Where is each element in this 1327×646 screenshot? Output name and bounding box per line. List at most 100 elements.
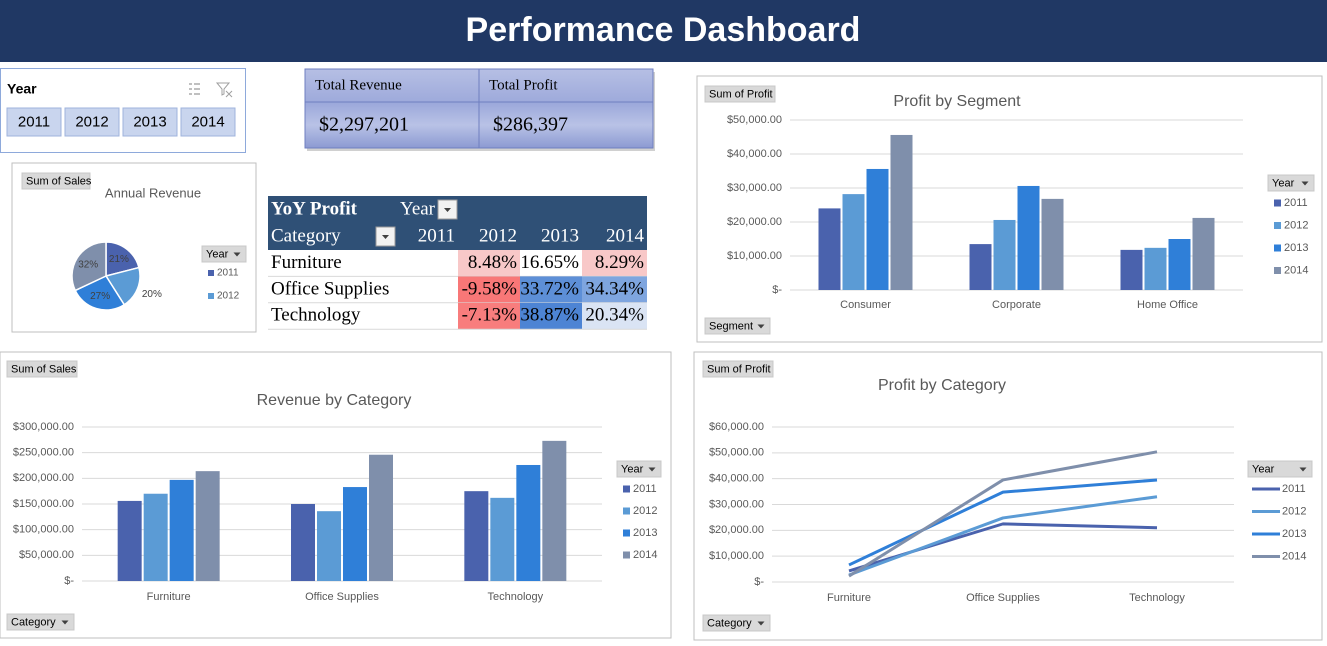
table-cell: 33.72% [520,278,579,299]
bar [143,493,168,581]
kpi-value: $286,397 [493,114,568,136]
legend-label: 2011 [633,483,657,495]
legend-swatch [1274,267,1281,274]
y-tick-label: $10,000.00 [727,250,782,262]
kpi-header-cell [478,68,654,103]
kpi-header-cell [304,68,480,103]
field-button[interactable] [704,85,776,103]
legend-label: 2011 [1282,483,1306,495]
dropdown-arrow [1299,467,1307,472]
bar [169,479,194,581]
table-cell-fill [582,302,647,330]
bar [369,454,393,581]
legend-label: 2013 [1282,528,1306,540]
x-tick-label: Technology [488,591,544,603]
y-tick-label: $- [754,576,764,588]
pie-slice [104,266,141,306]
slicer-item-label: 2014 [191,113,224,130]
slicer-item[interactable] [180,107,236,137]
line [848,495,1158,577]
y-tick-label: $50,000.00 [709,447,764,459]
slicer-item[interactable] [122,107,178,137]
y-tick-label: $250,000.00 [13,447,74,459]
data-label: 21% [109,254,129,265]
slicer-item-label: 2011 [18,113,50,130]
legend-swatch [623,507,630,515]
multi-select-icon[interactable] [189,83,200,95]
chart-title: Revenue by Category [257,392,412,409]
clear-filter-icon[interactable] [215,82,233,98]
field-button[interactable] [21,172,91,190]
legend-label: 2013 [633,527,657,539]
field-button[interactable] [702,360,774,378]
kpi-label: Total Revenue [315,77,402,93]
x-tick-label: Corporate [992,299,1041,311]
x-tick-label: Office Supplies [305,591,379,603]
field-button-label: Segment [709,320,753,332]
data-label: 32% [78,259,98,270]
field-button[interactable] [616,460,662,478]
x-tick-label: Technology [1129,592,1185,604]
slicer-item-label: 2013 [133,113,166,130]
legend-label: 2014 [217,337,240,348]
table-cell-fill [458,250,520,277]
bar [317,511,341,581]
dropdown-arrow [233,252,241,257]
pie-slice [74,275,126,311]
x-tick-label: Office Supplies [966,592,1040,604]
table-cell-fill [520,276,582,303]
bar [1192,217,1215,290]
field-button-label: Year [206,248,229,260]
field-button-label: Sum of Sales [11,363,77,375]
y-tick-label: $30,000.00 [727,182,782,194]
field-button-label: Year [1252,463,1275,475]
slicer-item[interactable] [64,107,120,137]
field-button[interactable] [704,317,771,335]
y-tick-label: $- [64,575,74,587]
bar [343,487,367,581]
x-tick-label: Home Office [1137,299,1198,311]
table-cell: -9.58% [462,278,518,299]
table-cell: 8.48% [468,252,517,273]
panel [693,351,1323,641]
legend-label: 2014 [1282,550,1306,562]
kpi-value-cell [304,101,480,149]
field-button[interactable] [1267,174,1315,192]
column-header: 2012 [479,225,517,246]
y-tick-label: $30,000.00 [709,498,764,510]
row-label: Technology [271,305,361,326]
legend-label: 2013 [1284,242,1308,254]
bar [1017,185,1040,290]
legend-label: 2012 [1282,505,1306,517]
table-cell: 34.34% [585,278,644,299]
dropdown-arrow [382,235,389,239]
legend-label: 2012 [633,505,657,517]
bar [1041,198,1064,290]
column-header: 2011 [418,225,455,246]
legend-swatch [208,339,214,345]
y-tick-label: $40,000.00 [709,473,764,485]
legend-swatch [1274,222,1281,229]
table-cell-fill [520,302,582,330]
header-bar [0,0,1327,62]
legend-label: 2014 [633,549,657,561]
x-tick-label: Consumer [840,299,891,311]
table-cell: 16.65% [520,252,579,273]
field-button[interactable] [702,614,771,632]
data-label: 27% [90,291,110,302]
field-button[interactable] [6,360,78,378]
legend-swatch [208,293,214,299]
slicer-item[interactable] [6,107,62,137]
field-button-label: Year [621,463,644,475]
field-button[interactable] [6,613,75,631]
bar [291,504,315,581]
slicer-title: Year [7,81,37,97]
field-button[interactable] [1247,460,1313,478]
x-tick-label: Furniture [147,591,191,603]
y-tick-label: $20,000.00 [727,216,782,228]
legend-swatch [623,529,630,537]
y-tick-label: $20,000.00 [709,524,764,536]
field-button[interactable] [201,245,247,263]
